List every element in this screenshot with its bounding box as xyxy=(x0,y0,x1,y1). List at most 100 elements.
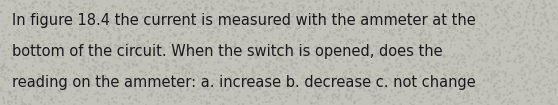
Point xyxy=(447,40,456,42)
Point xyxy=(545,3,554,5)
Point xyxy=(215,81,224,83)
Point xyxy=(301,10,310,12)
Point xyxy=(316,17,325,19)
Point xyxy=(508,27,517,29)
Point xyxy=(191,53,200,54)
Point xyxy=(331,6,340,8)
Point xyxy=(291,73,300,75)
Point xyxy=(468,48,477,50)
Point xyxy=(543,35,552,37)
Point xyxy=(163,9,172,10)
Point xyxy=(418,31,427,32)
Point xyxy=(406,89,415,90)
Point xyxy=(407,73,416,74)
Point xyxy=(201,52,210,53)
Point xyxy=(365,74,374,76)
Point xyxy=(547,90,556,92)
Point xyxy=(433,72,442,73)
Point xyxy=(400,29,409,30)
Point xyxy=(230,21,239,22)
Point xyxy=(534,47,543,49)
Point xyxy=(124,11,133,12)
Point xyxy=(288,24,297,25)
Point xyxy=(66,34,75,36)
Point xyxy=(395,0,404,2)
Point xyxy=(11,7,20,9)
Point xyxy=(90,2,99,4)
Point xyxy=(357,0,366,2)
Point xyxy=(359,78,368,80)
Point xyxy=(253,44,262,45)
Point xyxy=(40,23,49,25)
Point xyxy=(503,101,512,103)
Point xyxy=(179,53,188,55)
Point xyxy=(417,0,426,2)
Point xyxy=(19,7,28,9)
Point xyxy=(539,2,548,4)
Point xyxy=(98,44,107,46)
Point xyxy=(386,13,395,14)
Point xyxy=(143,20,152,21)
Point xyxy=(153,73,162,75)
Point xyxy=(303,51,312,53)
Point xyxy=(251,40,260,41)
Point xyxy=(522,11,531,13)
Point xyxy=(192,4,201,6)
Point xyxy=(367,19,376,21)
Point xyxy=(181,21,190,23)
Point xyxy=(291,31,300,33)
Point xyxy=(98,73,107,74)
Point xyxy=(194,76,203,78)
Point xyxy=(110,21,119,23)
Point xyxy=(85,40,94,42)
Point xyxy=(87,84,96,86)
Point xyxy=(223,87,232,89)
Point xyxy=(146,49,155,51)
Point xyxy=(459,97,468,99)
Point xyxy=(213,1,222,3)
Point xyxy=(296,51,305,53)
Point xyxy=(239,28,248,30)
Point xyxy=(51,10,60,12)
Point xyxy=(495,54,504,56)
Point xyxy=(315,0,324,1)
Point xyxy=(358,49,367,51)
Point xyxy=(501,99,509,101)
Point xyxy=(88,0,97,2)
Point xyxy=(286,27,295,29)
Point xyxy=(285,20,294,22)
Point xyxy=(104,61,113,63)
Point xyxy=(142,47,151,49)
Point xyxy=(5,69,14,71)
Point xyxy=(496,87,505,89)
Point xyxy=(303,82,312,83)
Point xyxy=(308,13,317,15)
Point xyxy=(489,52,498,54)
Point xyxy=(431,44,440,45)
Point xyxy=(138,34,147,36)
Point xyxy=(85,34,94,35)
Point xyxy=(425,62,434,63)
Point xyxy=(72,17,81,18)
Point xyxy=(213,73,222,75)
Point xyxy=(64,6,73,8)
Point xyxy=(365,10,374,12)
Point xyxy=(478,58,487,60)
Point xyxy=(360,80,369,82)
Point xyxy=(27,36,36,37)
Point xyxy=(358,60,367,62)
Point xyxy=(478,40,487,42)
Point xyxy=(304,1,313,2)
Point xyxy=(157,79,166,81)
Point xyxy=(431,15,440,16)
Point xyxy=(319,66,328,68)
Point xyxy=(9,39,18,41)
Point xyxy=(168,85,177,87)
Point xyxy=(290,53,299,54)
Point xyxy=(131,52,140,53)
Point xyxy=(92,5,100,7)
Point xyxy=(399,18,408,20)
Point xyxy=(516,3,525,5)
Point xyxy=(116,74,125,75)
Point xyxy=(335,52,344,54)
